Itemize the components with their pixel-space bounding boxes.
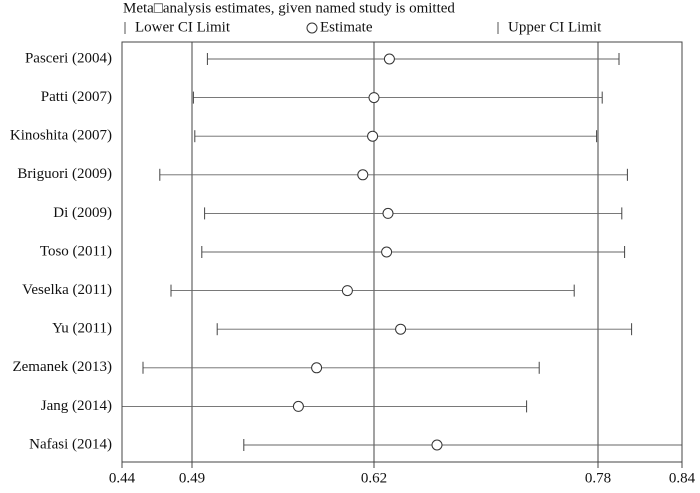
row-label: Toso (2011) (40, 243, 112, 259)
estimate-marker (395, 323, 407, 335)
row-label: Veselka (2011) (22, 282, 112, 298)
estimate-marker (383, 53, 395, 65)
estimate-marker (381, 246, 393, 258)
legend-label: Upper CI Limit (508, 19, 602, 35)
legend-label: Estimate (320, 19, 373, 35)
row-label: Yu (2011) (52, 321, 112, 337)
row-label: Jang (2014) (41, 398, 112, 414)
row-label: Patti (2007) (41, 89, 112, 105)
estimate-marker (368, 92, 380, 104)
row-label: Kinoshita (2007) (10, 128, 112, 144)
estimate-marker (311, 362, 323, 374)
chart-title: Meta□analysis estimates, given named stu… (123, 0, 455, 16)
x-tick-label: 0.62 (361, 470, 387, 486)
row-label: Pasceri (2004) (25, 50, 112, 66)
estimate-marker (431, 439, 443, 451)
legend-label: Lower CI Limit (135, 19, 231, 35)
estimate-marker (341, 285, 353, 297)
row-label: Di (2009) (53, 205, 112, 221)
estimate-marker (292, 400, 304, 412)
x-tick-label: 0.44 (109, 470, 136, 486)
legend-marker (306, 22, 318, 34)
estimate-marker (367, 130, 379, 142)
x-tick-label: 0.49 (179, 470, 205, 486)
row-label: Zemanek (2013) (12, 359, 112, 375)
row-label: Nafasi (2014) (29, 436, 112, 452)
plot-frame (121, 41, 683, 463)
x-tick-label: 0.84 (669, 470, 696, 486)
estimate-marker (382, 207, 394, 219)
estimate-marker (357, 169, 369, 181)
row-label: Briguori (2009) (17, 166, 112, 182)
x-tick-label: 0.78 (585, 470, 611, 486)
